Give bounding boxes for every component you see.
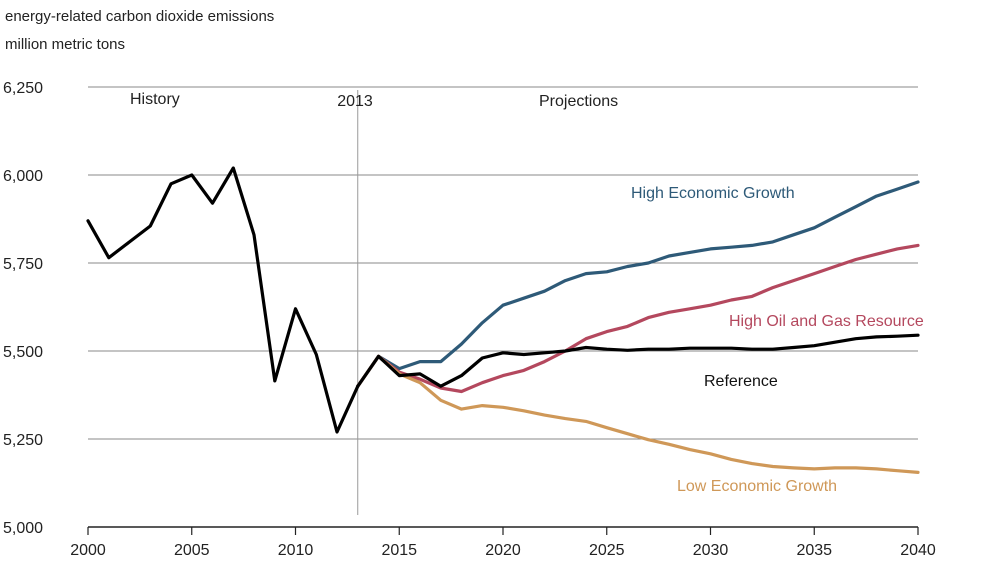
y-tick-label: 5,000: [3, 520, 43, 537]
x-tick-label: 2035: [796, 542, 832, 559]
series-line-high-economic-growth: [356, 180, 920, 388]
series-labels: High Economic Growth High Oil and Gas Res…: [631, 185, 924, 495]
series-label-high-oil-and-gas-resource: High Oil and Gas Resource: [729, 313, 924, 330]
y-tick-label: 6,000: [3, 168, 43, 185]
y-tick-label: 5,500: [3, 344, 43, 361]
y-tick-label: 5,250: [3, 432, 43, 449]
series-line-reference: [356, 333, 920, 388]
annotation-label: Projections: [539, 93, 618, 110]
x-tick-label: 2025: [589, 542, 625, 559]
annotation-label: History: [130, 91, 180, 108]
x-tick-label: 2015: [381, 542, 417, 559]
annotations: History 2013 Projections: [130, 90, 618, 515]
x-tick-label: 2020: [485, 542, 521, 559]
series-lines: [86, 166, 920, 474]
series-line-high-oil-and-gas-resource: [356, 243, 920, 394]
y-tick-label: 6,250: [3, 80, 43, 97]
x-tick-label: 2005: [174, 542, 210, 559]
x-tick-label: 2010: [278, 542, 314, 559]
gridlines: [88, 86, 918, 440]
series-line-history: [86, 166, 360, 434]
y-tick-label: 5,750: [3, 256, 43, 273]
chart-title: energy-related carbon dioxide emissions: [5, 8, 275, 25]
series-label-reference: Reference: [704, 373, 778, 390]
series-label-low-economic-growth: Low Economic Growth: [677, 478, 837, 495]
chart-subtitle: million metric tons: [5, 36, 126, 53]
annotation-label: 2013: [337, 93, 373, 110]
y-axis-ticks: 5,000 5,250 5,500 5,750 6,000 6,250: [3, 80, 43, 537]
series-line-low-economic-growth: [356, 354, 920, 474]
x-tick-label: 2000: [70, 542, 106, 559]
series-label-high-economic-growth: High Economic Growth: [631, 185, 795, 202]
x-axis: 2000 2005 2010 2015 2020 2025 2030 2035 2040: [70, 526, 936, 559]
x-tick-label: 2040: [900, 542, 936, 559]
x-tick-label: 2030: [693, 542, 729, 559]
